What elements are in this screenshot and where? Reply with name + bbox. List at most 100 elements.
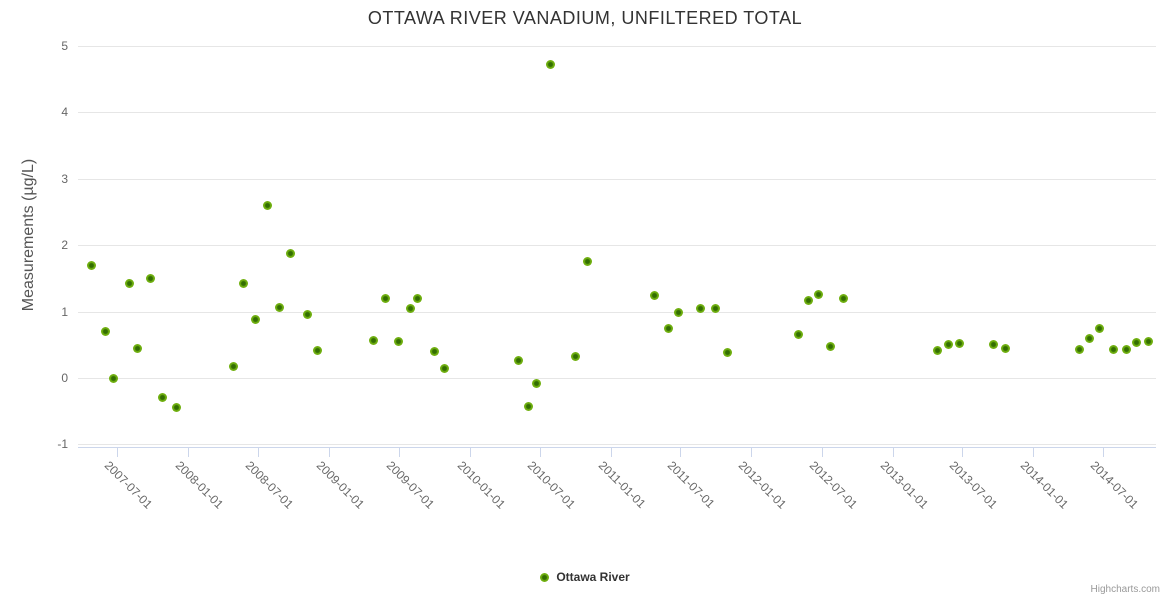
y-gridline xyxy=(78,378,1156,379)
data-point[interactable] xyxy=(1132,337,1142,347)
data-point[interactable] xyxy=(429,346,439,356)
data-point[interactable] xyxy=(814,289,824,299)
data-point[interactable] xyxy=(286,248,296,258)
legend: Ottawa River xyxy=(0,570,1170,584)
data-point[interactable] xyxy=(545,60,555,70)
data-point[interactable] xyxy=(238,278,248,288)
data-point[interactable] xyxy=(171,403,181,413)
y-gridline xyxy=(78,112,1156,114)
data-point[interactable] xyxy=(439,363,449,373)
x-axis-label: 2012-07-01 xyxy=(806,458,860,512)
data-point[interactable] xyxy=(302,310,312,320)
x-axis-label: 2008-01-01 xyxy=(172,458,227,512)
x-axis-label: 2014-07-01 xyxy=(1087,458,1142,512)
data-point[interactable] xyxy=(989,340,999,350)
data-point[interactable] xyxy=(1095,324,1105,334)
x-tick-mark xyxy=(539,447,541,457)
data-point[interactable] xyxy=(650,290,660,300)
data-point[interactable] xyxy=(839,293,849,303)
y-axis-label: 2 xyxy=(61,238,68,253)
data-point[interactable] xyxy=(1143,337,1153,346)
x-tick-mark xyxy=(188,447,189,457)
data-point[interactable] xyxy=(674,308,684,318)
data-point[interactable] xyxy=(262,200,272,210)
y-axis-label: -1 xyxy=(57,437,68,452)
data-point[interactable] xyxy=(513,355,523,365)
x-axis-label: 2010-01-01 xyxy=(454,458,508,512)
data-point[interactable] xyxy=(412,293,422,303)
data-point[interactable] xyxy=(793,330,803,340)
y-gridline xyxy=(78,178,1156,180)
y-gridline xyxy=(78,444,1156,446)
x-tick-mark xyxy=(1103,447,1104,457)
x-axis-label: 2013-07-01 xyxy=(947,458,1001,512)
x-axis-label: 2010-07-01 xyxy=(524,458,578,512)
data-point[interactable] xyxy=(313,345,323,355)
data-point[interactable] xyxy=(146,273,156,283)
legend-label: Ottawa River xyxy=(556,570,630,584)
x-tick-mark xyxy=(821,447,823,457)
data-point[interactable] xyxy=(157,393,167,403)
data-point[interactable] xyxy=(722,348,732,358)
y-axis-label: 3 xyxy=(61,171,68,186)
data-point[interactable] xyxy=(696,304,706,314)
x-tick-mark xyxy=(751,447,753,457)
data-point[interactable] xyxy=(369,335,379,345)
data-point[interactable] xyxy=(932,345,942,355)
x-tick-mark xyxy=(329,447,331,457)
x-tick-mark xyxy=(610,447,612,457)
data-point[interactable] xyxy=(108,373,118,383)
data-point[interactable] xyxy=(710,304,720,314)
x-tick-mark xyxy=(117,447,118,457)
x-tick-mark xyxy=(398,447,400,457)
data-point[interactable] xyxy=(523,402,533,412)
y-gridline xyxy=(78,311,1156,313)
y-axis-label: 4 xyxy=(61,105,68,120)
data-point[interactable] xyxy=(393,337,403,346)
x-axis-label: 2011-01-01 xyxy=(595,458,649,511)
data-point[interactable] xyxy=(1001,344,1011,354)
y-gridline xyxy=(78,46,1156,47)
data-point[interactable] xyxy=(1122,344,1132,354)
y-axis-label: 0 xyxy=(61,371,68,385)
x-tick-mark xyxy=(258,447,260,457)
data-point[interactable] xyxy=(825,342,835,352)
x-tick-mark xyxy=(469,447,471,457)
chart-title: OTTAWA RIVER VANADIUM, UNFILTERED TOTAL xyxy=(367,8,803,28)
data-point[interactable] xyxy=(100,327,110,336)
data-point[interactable] xyxy=(531,378,541,388)
data-point[interactable] xyxy=(274,302,284,312)
data-point[interactable] xyxy=(1084,333,1094,343)
data-point[interactable] xyxy=(380,293,390,303)
x-tick-mark xyxy=(680,447,682,457)
credits-link[interactable]: Highcharts.com xyxy=(1090,584,1160,595)
x-axis-label: 2009-01-01 xyxy=(313,458,368,512)
x-tick-mark xyxy=(1033,447,1035,457)
data-point[interactable] xyxy=(582,257,592,267)
data-point[interactable] xyxy=(943,340,953,350)
y-axis-label: 5 xyxy=(61,39,68,53)
data-point[interactable] xyxy=(1108,344,1118,354)
x-axis-label: 2012-01-01 xyxy=(736,458,790,512)
x-tick-mark xyxy=(892,447,894,457)
data-point[interactable] xyxy=(124,279,134,289)
x-axis-label: 2013-01-01 xyxy=(877,458,931,512)
data-point[interactable] xyxy=(133,344,143,354)
data-point[interactable] xyxy=(405,303,415,313)
y-axis-label: 1 xyxy=(61,304,68,319)
x-tick-mark xyxy=(962,447,964,457)
data-point[interactable] xyxy=(1074,344,1084,354)
x-axis-line xyxy=(78,447,1156,448)
data-point[interactable] xyxy=(229,361,239,371)
y-gridline xyxy=(78,245,1156,247)
data-point[interactable] xyxy=(663,324,673,334)
data-point[interactable] xyxy=(251,315,261,325)
data-point[interactable] xyxy=(86,260,96,270)
x-axis-label: 2008-07-01 xyxy=(242,458,297,512)
data-point[interactable] xyxy=(570,351,580,361)
data-point[interactable] xyxy=(955,339,965,348)
y-axis-title: Measurements (µg/L) xyxy=(20,158,37,312)
data-point[interactable] xyxy=(803,295,813,305)
legend-item-ottawa-river[interactable]: Ottawa River xyxy=(540,570,630,584)
